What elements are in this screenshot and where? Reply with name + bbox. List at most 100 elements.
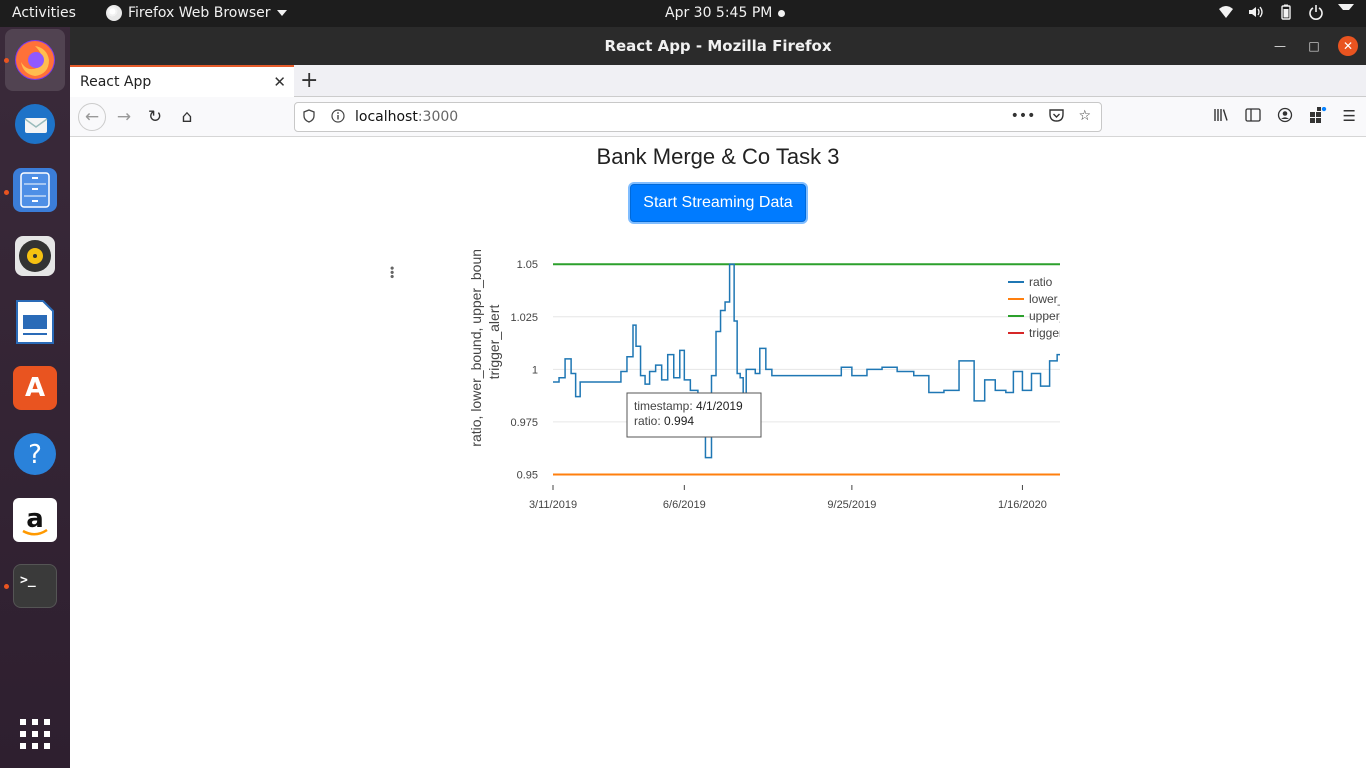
legend-item-ratio[interactable]: ratio <box>1029 275 1053 289</box>
chevron-down-icon <box>1338 4 1354 20</box>
chart-svg: 1.05 1.025 1 0.975 0.95 3/11/2019 6/6/2019 9/2… <box>385 237 1114 511</box>
software-store-icon: A <box>13 366 57 410</box>
power-icon <box>1308 4 1324 20</box>
window-title: React App - Mozilla Firefox <box>604 37 832 55</box>
y-axis-label-line1: ratio, lower_bound, upper_bound, <box>468 250 484 447</box>
pocket-icon[interactable] <box>1049 108 1065 126</box>
dock-terminal[interactable]: >_ <box>11 562 59 610</box>
x-tick-labels: 3/11/2019 6/6/2019 9/25/2019 1/16/2020 <box>529 485 1047 511</box>
app-menu-label: Firefox Web Browser <box>128 5 271 21</box>
hamburger-menu-icon[interactable]: ☰ <box>1342 107 1356 125</box>
sidebar-icon[interactable] <box>1244 107 1261 127</box>
tooltip-timestamp-value: 4/1/2019 <box>696 399 743 413</box>
chart-legend[interactable]: ratio lower_bound upper_bound trigger_alert <box>1008 275 1100 340</box>
dock-help[interactable]: ? <box>11 430 59 478</box>
terminal-icon: >_ <box>13 564 57 608</box>
tooltip-box <box>626 392 762 438</box>
y-tick-label: 0.95 <box>517 469 538 481</box>
help-icon: ? <box>14 433 56 475</box>
y-tick-labels: 1.05 1.025 1 0.975 0.95 <box>510 259 538 481</box>
thunderbird-icon <box>15 104 55 144</box>
ratio-series-line <box>553 263 1114 459</box>
url-text: localhost:3000 <box>355 109 458 125</box>
y-tick-label: 1 <box>532 364 538 376</box>
firefox-icon <box>15 40 55 80</box>
start-streaming-button[interactable]: Start Streaming Data <box>630 184 806 222</box>
account-icon[interactable] <box>1277 107 1293 127</box>
x-tick-label: 1/16/2020 <box>998 499 1047 511</box>
toolbar-icons: ☰ <box>1213 106 1356 127</box>
extensions-icon[interactable] <box>1309 106 1327 127</box>
dock-files[interactable] <box>11 166 59 214</box>
ratio-chart[interactable]: 1.05 1.025 1 0.975 0.95 3/11/2019 6/6/2019 9/2… <box>385 237 1114 550</box>
dock-ubuntu-software[interactable]: A <box>11 364 59 412</box>
forward-button[interactable]: → <box>116 107 132 127</box>
site-info-icon[interactable] <box>331 109 345 127</box>
y-axis-label-line2: trigger_alert <box>486 305 502 380</box>
tab-label: React App <box>80 74 152 90</box>
files-icon <box>13 168 57 212</box>
chart-tooltip: timestamp: 4/1/2019 ratio: 0.994 <box>626 392 762 438</box>
x-tick-label: 6/6/2019 <box>663 499 706 511</box>
notification-dot-icon <box>778 9 786 17</box>
navigation-toolbar: ← → ↻ ⌂ localhost:3000 ••• ☆ <box>70 97 1366 137</box>
page-actions-icon[interactable]: ••• <box>1010 108 1036 124</box>
dock-libreoffice-writer[interactable] <box>11 298 59 346</box>
writer-icon <box>16 300 54 344</box>
chart-menu-icon[interactable]: ••• <box>385 266 399 279</box>
legend-item-trigger_alert[interactable]: trigger_alert <box>1029 326 1094 340</box>
dock-firefox[interactable] <box>5 29 65 91</box>
clock-label: Apr 30 5:45 PM <box>665 5 773 21</box>
reload-button[interactable]: ↻ <box>147 107 163 127</box>
show-applications-icon <box>20 719 50 749</box>
show-applications-button[interactable] <box>11 710 59 758</box>
home-button[interactable]: ⌂ <box>181 107 193 127</box>
running-indicator-icon <box>4 58 9 63</box>
dock: A ? a >_ <box>0 27 70 768</box>
maximize-button[interactable]: □ <box>1308 39 1320 53</box>
tooltip-timestamp-label: timestamp: <box>634 399 696 413</box>
close-window-button[interactable]: ✕ <box>1338 36 1358 56</box>
bookmark-star-icon[interactable]: ☆ <box>1078 108 1091 124</box>
legend-item-lower_bound[interactable]: lower_bound <box>1029 292 1098 306</box>
amazon-icon: a <box>13 498 57 542</box>
tab-react-app[interactable]: React App ✕ <box>70 65 294 97</box>
wifi-icon <box>1218 4 1234 20</box>
url-port: :3000 <box>417 109 459 125</box>
tab-strip: React App ✕ + <box>70 65 1366 97</box>
page-title: Bank Merge & Co Task 3 <box>596 144 840 169</box>
chart-series <box>553 263 1114 476</box>
app-menu[interactable]: Firefox Web Browser <box>106 5 287 21</box>
system-tray[interactable] <box>1218 4 1354 20</box>
x-tick-label: 9/25/2019 <box>827 499 876 511</box>
back-button[interactable]: ← <box>78 103 106 131</box>
chevron-down-icon <box>276 10 287 16</box>
volume-icon <box>1248 4 1264 20</box>
tracking-shield-icon[interactable] <box>303 109 315 127</box>
library-icon[interactable] <box>1213 107 1229 127</box>
minimize-button[interactable]: — <box>1274 39 1286 53</box>
battery-icon <box>1278 4 1294 20</box>
chart-gridlines <box>553 263 1113 475</box>
dock-amazon[interactable]: a <box>11 496 59 544</box>
x-tick-label: 3/11/2019 <box>529 499 577 511</box>
dock-thunderbird[interactable] <box>11 100 59 148</box>
close-tab-icon[interactable]: ✕ <box>273 73 286 91</box>
activities-button[interactable]: Activities <box>12 5 76 21</box>
legend-item-upper_bound[interactable]: upper_bound <box>1029 309 1100 323</box>
url-host: localhost <box>355 109 418 125</box>
svg-text:?: ? <box>28 440 42 470</box>
clock[interactable]: Apr 30 5:45 PM <box>665 5 786 21</box>
rhythmbox-icon <box>15 236 55 276</box>
y-tick-label: 1.025 <box>510 312 538 324</box>
new-tab-button[interactable]: + <box>300 68 319 93</box>
y-tick-label: 0.975 <box>510 417 538 429</box>
svg-text:a: a <box>26 504 44 534</box>
url-bar[interactable]: localhost:3000 ••• ☆ <box>294 102 1102 132</box>
dock-rhythmbox[interactable] <box>11 232 59 280</box>
tooltip-ratio-value: 0.994 <box>664 414 694 428</box>
tooltip-line1: timestamp: 4/1/2019 <box>634 399 743 413</box>
window-titlebar[interactable]: React App - Mozilla Firefox — □ ✕ <box>70 27 1366 65</box>
running-indicator-icon <box>4 190 9 195</box>
tooltip-line2: ratio: 0.994 <box>634 414 694 428</box>
